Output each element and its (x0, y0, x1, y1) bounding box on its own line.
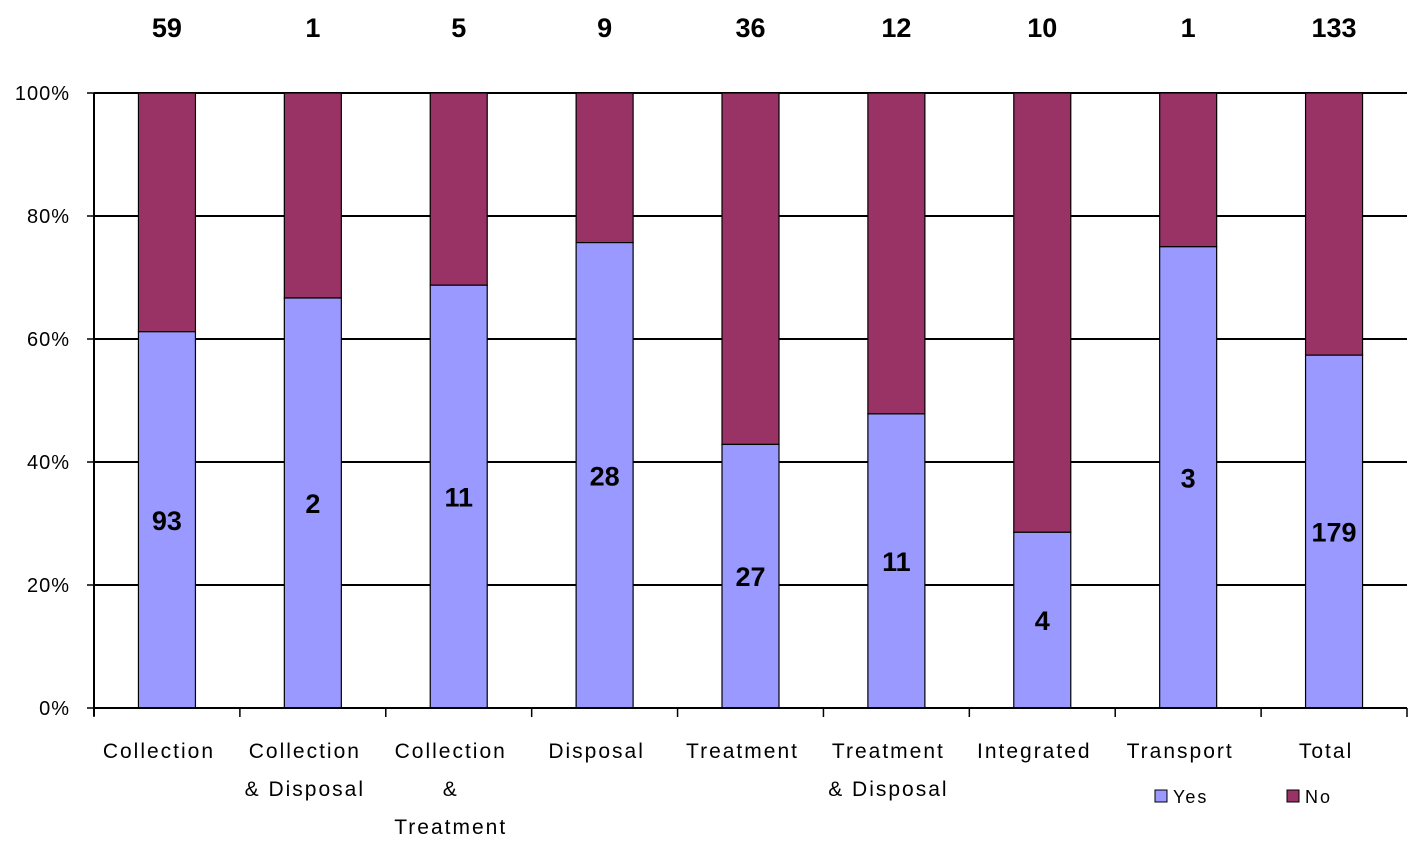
bar-count-label: 2 (305, 489, 320, 519)
x-category-label: & Disposal (828, 778, 948, 801)
bar-segment-no (429, 92, 488, 286)
y-tick-label: 20% (27, 575, 70, 597)
top-count-label: 9 (597, 13, 612, 43)
x-category-label: Treatment (394, 816, 507, 839)
top-count-label: 59 (152, 13, 182, 43)
top-count-label: 5 (451, 13, 466, 43)
bar-segment-yes (1304, 354, 1364, 709)
y-tick-label: 0% (39, 698, 70, 720)
y-tick-label: 40% (27, 452, 70, 474)
bar-segment-yes (1013, 531, 1072, 709)
top-count-label: 1 (305, 13, 320, 43)
y-tick-label: 100% (15, 83, 70, 105)
legend-swatch-yes (1154, 789, 1168, 803)
bar-segment-yes (575, 241, 634, 709)
top-count-label: 133 (1312, 13, 1357, 43)
bar-count-label: 179 (1312, 518, 1357, 548)
bar-count-label: 11 (444, 483, 473, 513)
x-category-label: Transport (1127, 740, 1234, 763)
bar-segment-no (867, 92, 926, 415)
bar-segment-yes (283, 297, 342, 709)
bar-count-label: 4 (1035, 606, 1050, 636)
top-count-label: 36 (735, 13, 765, 43)
bar-count-label: 3 (1181, 463, 1196, 493)
bar-segment-no (721, 92, 780, 446)
legend-label-no: No (1305, 787, 1332, 807)
x-category-label: Treatment (832, 740, 945, 763)
bar-segment-no (1013, 92, 1072, 533)
bar-count-label: 93 (152, 506, 182, 536)
legend-label-yes: Yes (1173, 787, 1208, 807)
legend-swatch-no (1286, 789, 1300, 803)
x-category-label: Integrated (977, 740, 1092, 763)
bar-segment-no (1159, 92, 1218, 248)
x-category-label: Treatment (686, 740, 799, 763)
x-category-label: & Disposal (245, 778, 365, 801)
bar-count-label: 11 (882, 547, 911, 577)
top-count-label: 10 (1027, 13, 1057, 43)
bar-segment-no (575, 92, 634, 244)
bar-segment-yes (429, 284, 488, 709)
bar-segment-no (137, 92, 197, 333)
bar-segment-yes (721, 443, 780, 709)
bar-segment-yes (1159, 246, 1218, 709)
x-category-label: Collection (395, 740, 507, 763)
top-count-label: 12 (881, 13, 911, 43)
bar-count-label: 28 (590, 461, 620, 491)
bar-segment-no (1304, 92, 1364, 356)
x-category-label: Collection (249, 740, 361, 763)
top-count-label: 1 (1181, 13, 1196, 43)
y-tick-label: 80% (27, 206, 70, 228)
x-category-label: Collection (103, 740, 215, 763)
x-category-label: Disposal (548, 740, 645, 763)
bar-segment-yes (867, 413, 926, 709)
x-category-label: & (443, 778, 459, 801)
y-tick-label: 60% (27, 329, 70, 351)
bar-segment-no (283, 92, 342, 299)
bar-segment-yes (137, 331, 197, 709)
bar-count-label: 27 (735, 562, 765, 592)
x-category-label: Total (1299, 740, 1353, 763)
